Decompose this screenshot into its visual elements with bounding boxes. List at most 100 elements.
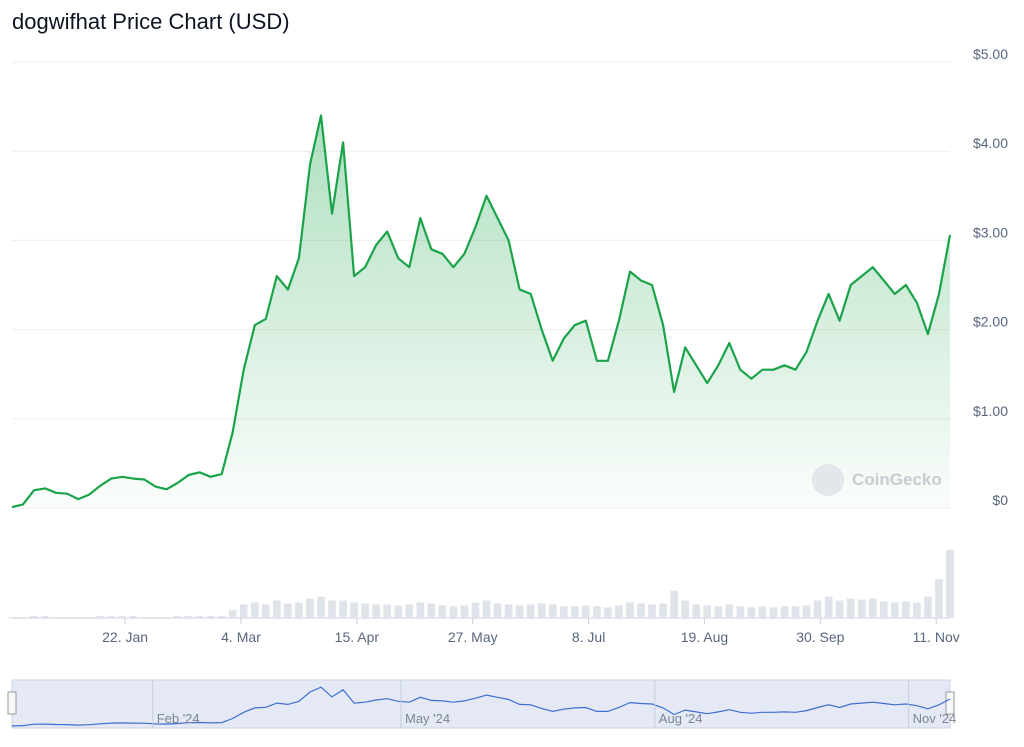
volume-bar	[515, 605, 524, 618]
y-tick-label: $1.00	[973, 403, 1008, 419]
volume-bar	[791, 606, 800, 618]
volume-bar	[19, 617, 27, 618]
volume-bar	[438, 605, 447, 618]
volume-bar	[593, 606, 601, 618]
volume-bar	[405, 604, 414, 618]
navigator-line	[11, 686, 951, 727]
volume-bar	[659, 603, 667, 618]
price-area	[12, 115, 950, 508]
volume-bar	[8, 617, 16, 618]
volume-bar	[835, 600, 844, 618]
navigator-tick-label: Feb '24	[157, 711, 200, 726]
navigator	[11, 679, 951, 729]
volume-bar	[504, 604, 513, 618]
volume-bar	[350, 602, 358, 618]
volume-bar	[96, 616, 105, 618]
volume-bar	[74, 617, 83, 618]
volume-bar	[273, 600, 281, 618]
volume-bar	[526, 604, 535, 618]
navigator-tick-label: Aug '24	[659, 711, 703, 726]
navigator-handle[interactable]	[945, 691, 955, 715]
volume-bar	[30, 616, 38, 618]
x-tick-label: 27. May	[448, 629, 498, 645]
volume-bar	[250, 602, 259, 618]
volume-bar	[140, 617, 149, 618]
volume-bar	[758, 606, 767, 618]
volume-bar	[559, 606, 568, 618]
volume-bar	[460, 605, 469, 618]
volume-bar	[416, 602, 425, 618]
volume-bar	[946, 550, 954, 618]
navigator-handle[interactable]	[7, 691, 17, 715]
x-tick-label: 15. Apr	[335, 629, 380, 645]
x-tick-label: 11. Nov	[913, 629, 960, 645]
volume-bar	[129, 616, 138, 618]
y-tick-label: $0	[992, 492, 1008, 508]
volume-bar	[824, 596, 833, 618]
volume-bar	[846, 598, 855, 618]
volume-bar	[306, 598, 314, 618]
volume-bar	[394, 605, 403, 618]
x-tick-label: 30. Sep	[796, 629, 844, 645]
volume-bar	[206, 616, 215, 618]
volume-bar	[184, 616, 193, 618]
volume-bar	[802, 605, 811, 618]
volume-bar	[615, 605, 623, 618]
volume-bar	[52, 617, 60, 618]
volume-bar	[295, 602, 303, 618]
volume-bar	[361, 603, 369, 618]
volume-bar	[427, 603, 436, 618]
volume-bar	[548, 604, 557, 618]
volume-bar	[879, 601, 888, 618]
x-tick-label: 4. Mar	[221, 629, 261, 645]
volume-bar	[648, 604, 656, 618]
volume-bar	[471, 602, 480, 618]
volume-bar	[703, 605, 712, 618]
volume-bar	[913, 602, 921, 618]
volume-bar	[604, 607, 612, 618]
volume-bar	[217, 616, 226, 618]
volume-bar	[372, 604, 380, 618]
volume-bar	[195, 616, 204, 618]
price-line	[11, 114, 952, 509]
volume-bar	[692, 604, 701, 618]
volume-bar	[769, 607, 778, 618]
volume-bar	[813, 600, 822, 618]
volume-bar	[670, 590, 678, 618]
volume-bar	[868, 598, 877, 618]
volume-bar	[383, 604, 392, 618]
volume-bar	[537, 603, 546, 618]
volume-bar	[725, 604, 734, 618]
volume-bar	[228, 610, 237, 618]
y-tick-label: $2.00	[973, 314, 1008, 330]
y-tick-label: $3.00	[973, 224, 1008, 240]
volume-bar	[284, 603, 292, 618]
volume-bar	[41, 616, 49, 618]
volume-bar	[891, 602, 899, 618]
volume-bar	[118, 616, 127, 618]
watermark-logo	[812, 464, 844, 496]
volume-bar	[570, 606, 579, 618]
volume-bar	[239, 604, 248, 618]
volume-bar	[151, 617, 160, 618]
chart-title: dogwifhat Price Chart (USD)	[12, 9, 290, 34]
volume-bar	[482, 600, 491, 618]
volume-bar	[328, 600, 336, 618]
x-tick-label: 22. Jan	[102, 629, 148, 645]
volume-bar	[85, 617, 94, 618]
watermark: CoinGecko	[852, 470, 942, 489]
volume-bar	[173, 616, 182, 618]
volume-bar	[780, 606, 789, 618]
volume-bar	[107, 616, 116, 618]
volume-bar	[582, 605, 590, 618]
volume-bar	[626, 602, 634, 618]
x-tick-label: 8. Jul	[572, 629, 605, 645]
volume-bar	[902, 601, 910, 618]
volume-bar	[637, 603, 645, 618]
volume-bar	[857, 599, 866, 618]
volume-bar	[317, 596, 325, 618]
volume-bar	[924, 596, 932, 618]
volume-bar	[681, 600, 689, 618]
volume-bar	[261, 604, 270, 618]
